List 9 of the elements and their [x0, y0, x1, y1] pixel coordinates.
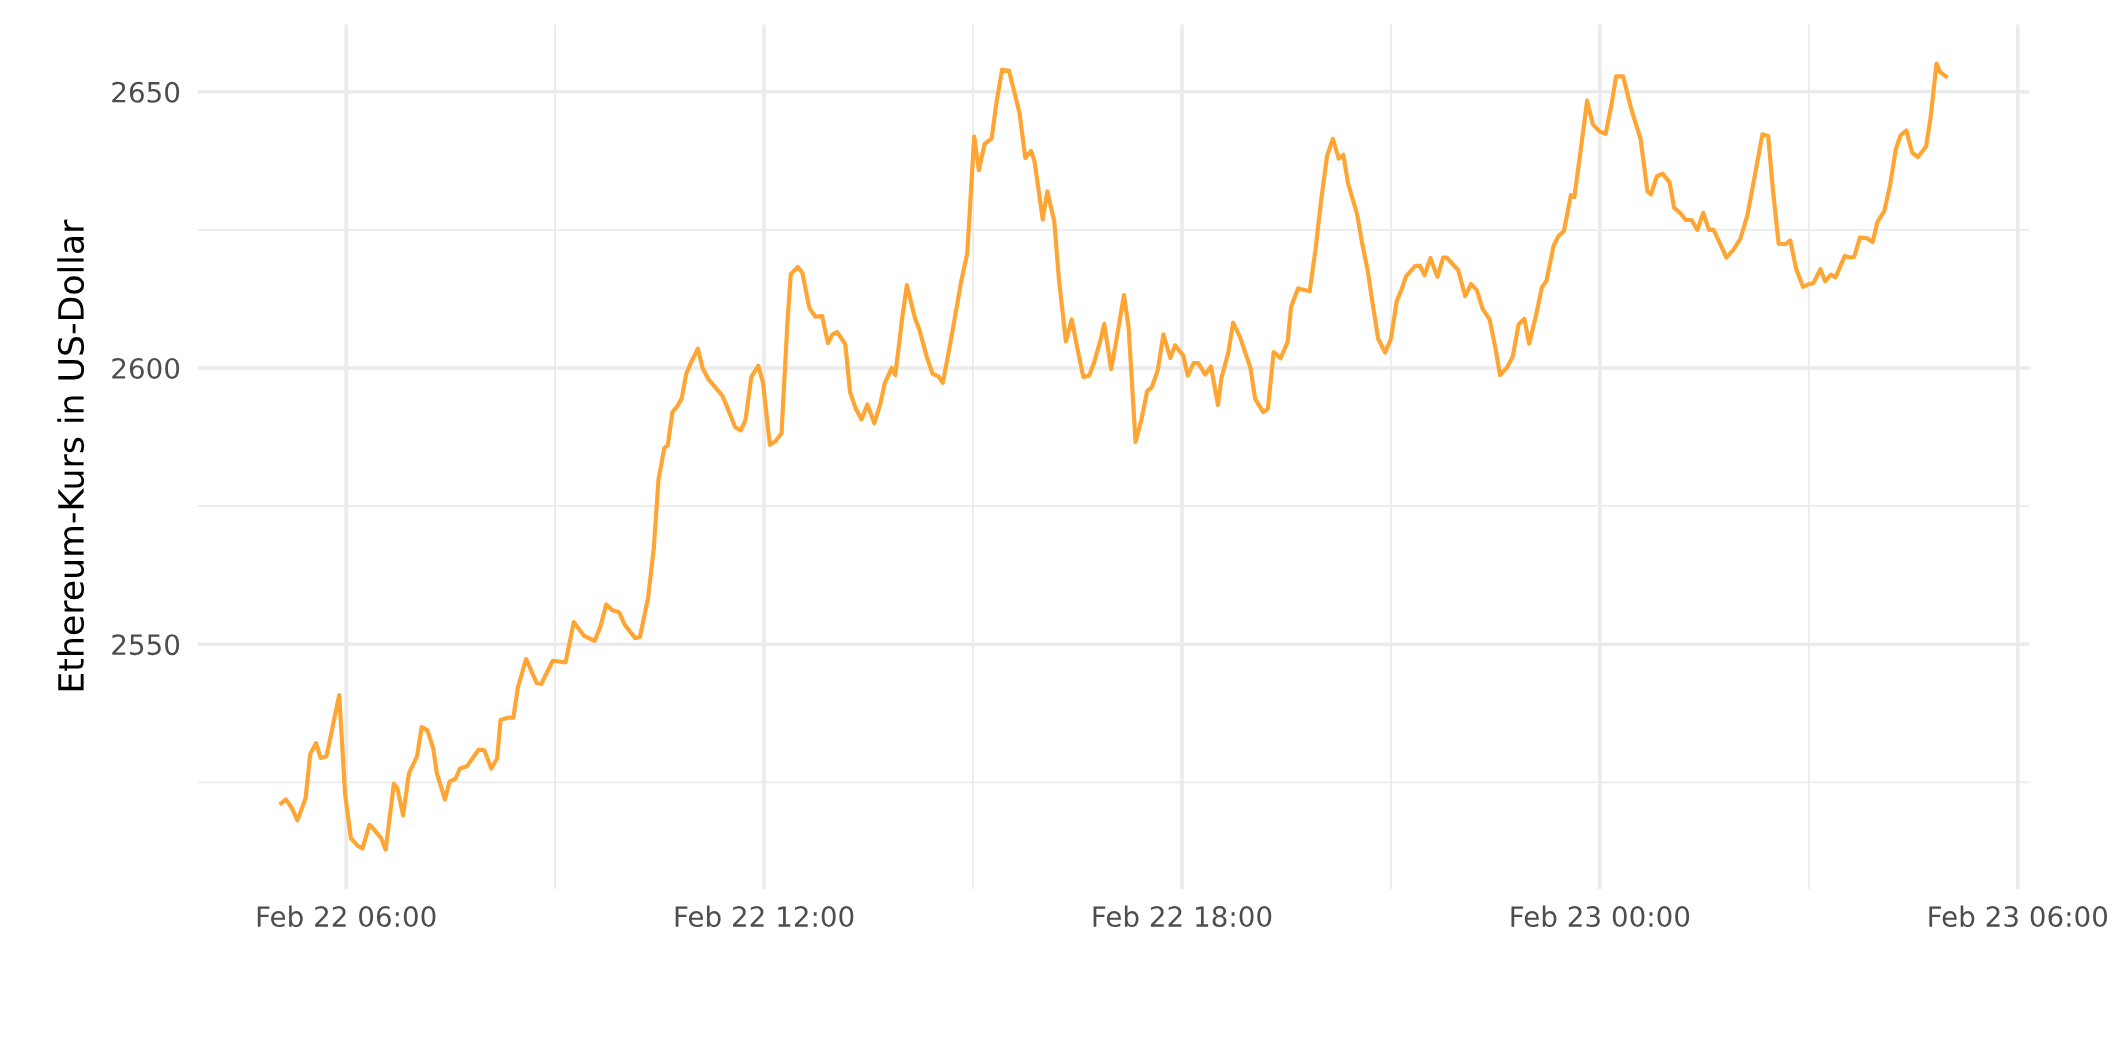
x-tick-label: Feb 22 12:00 [675, 905, 854, 928]
y-axis-title: Ethereum-Kurs in US-Dollar [57, 219, 85, 691]
y-tick-label: 2650 [112, 81, 180, 103]
x-tick-label: Feb 23 00:00 [1511, 905, 1690, 928]
y-tick-label: 2600 [112, 357, 180, 379]
x-tick-label: Feb 23 06:00 [1929, 905, 2108, 928]
x-tick-label: Feb 22 06:00 [257, 905, 436, 928]
x-tick-label: Feb 22 18:00 [1093, 905, 1272, 928]
y-tick-label: 2550 [112, 634, 180, 656]
